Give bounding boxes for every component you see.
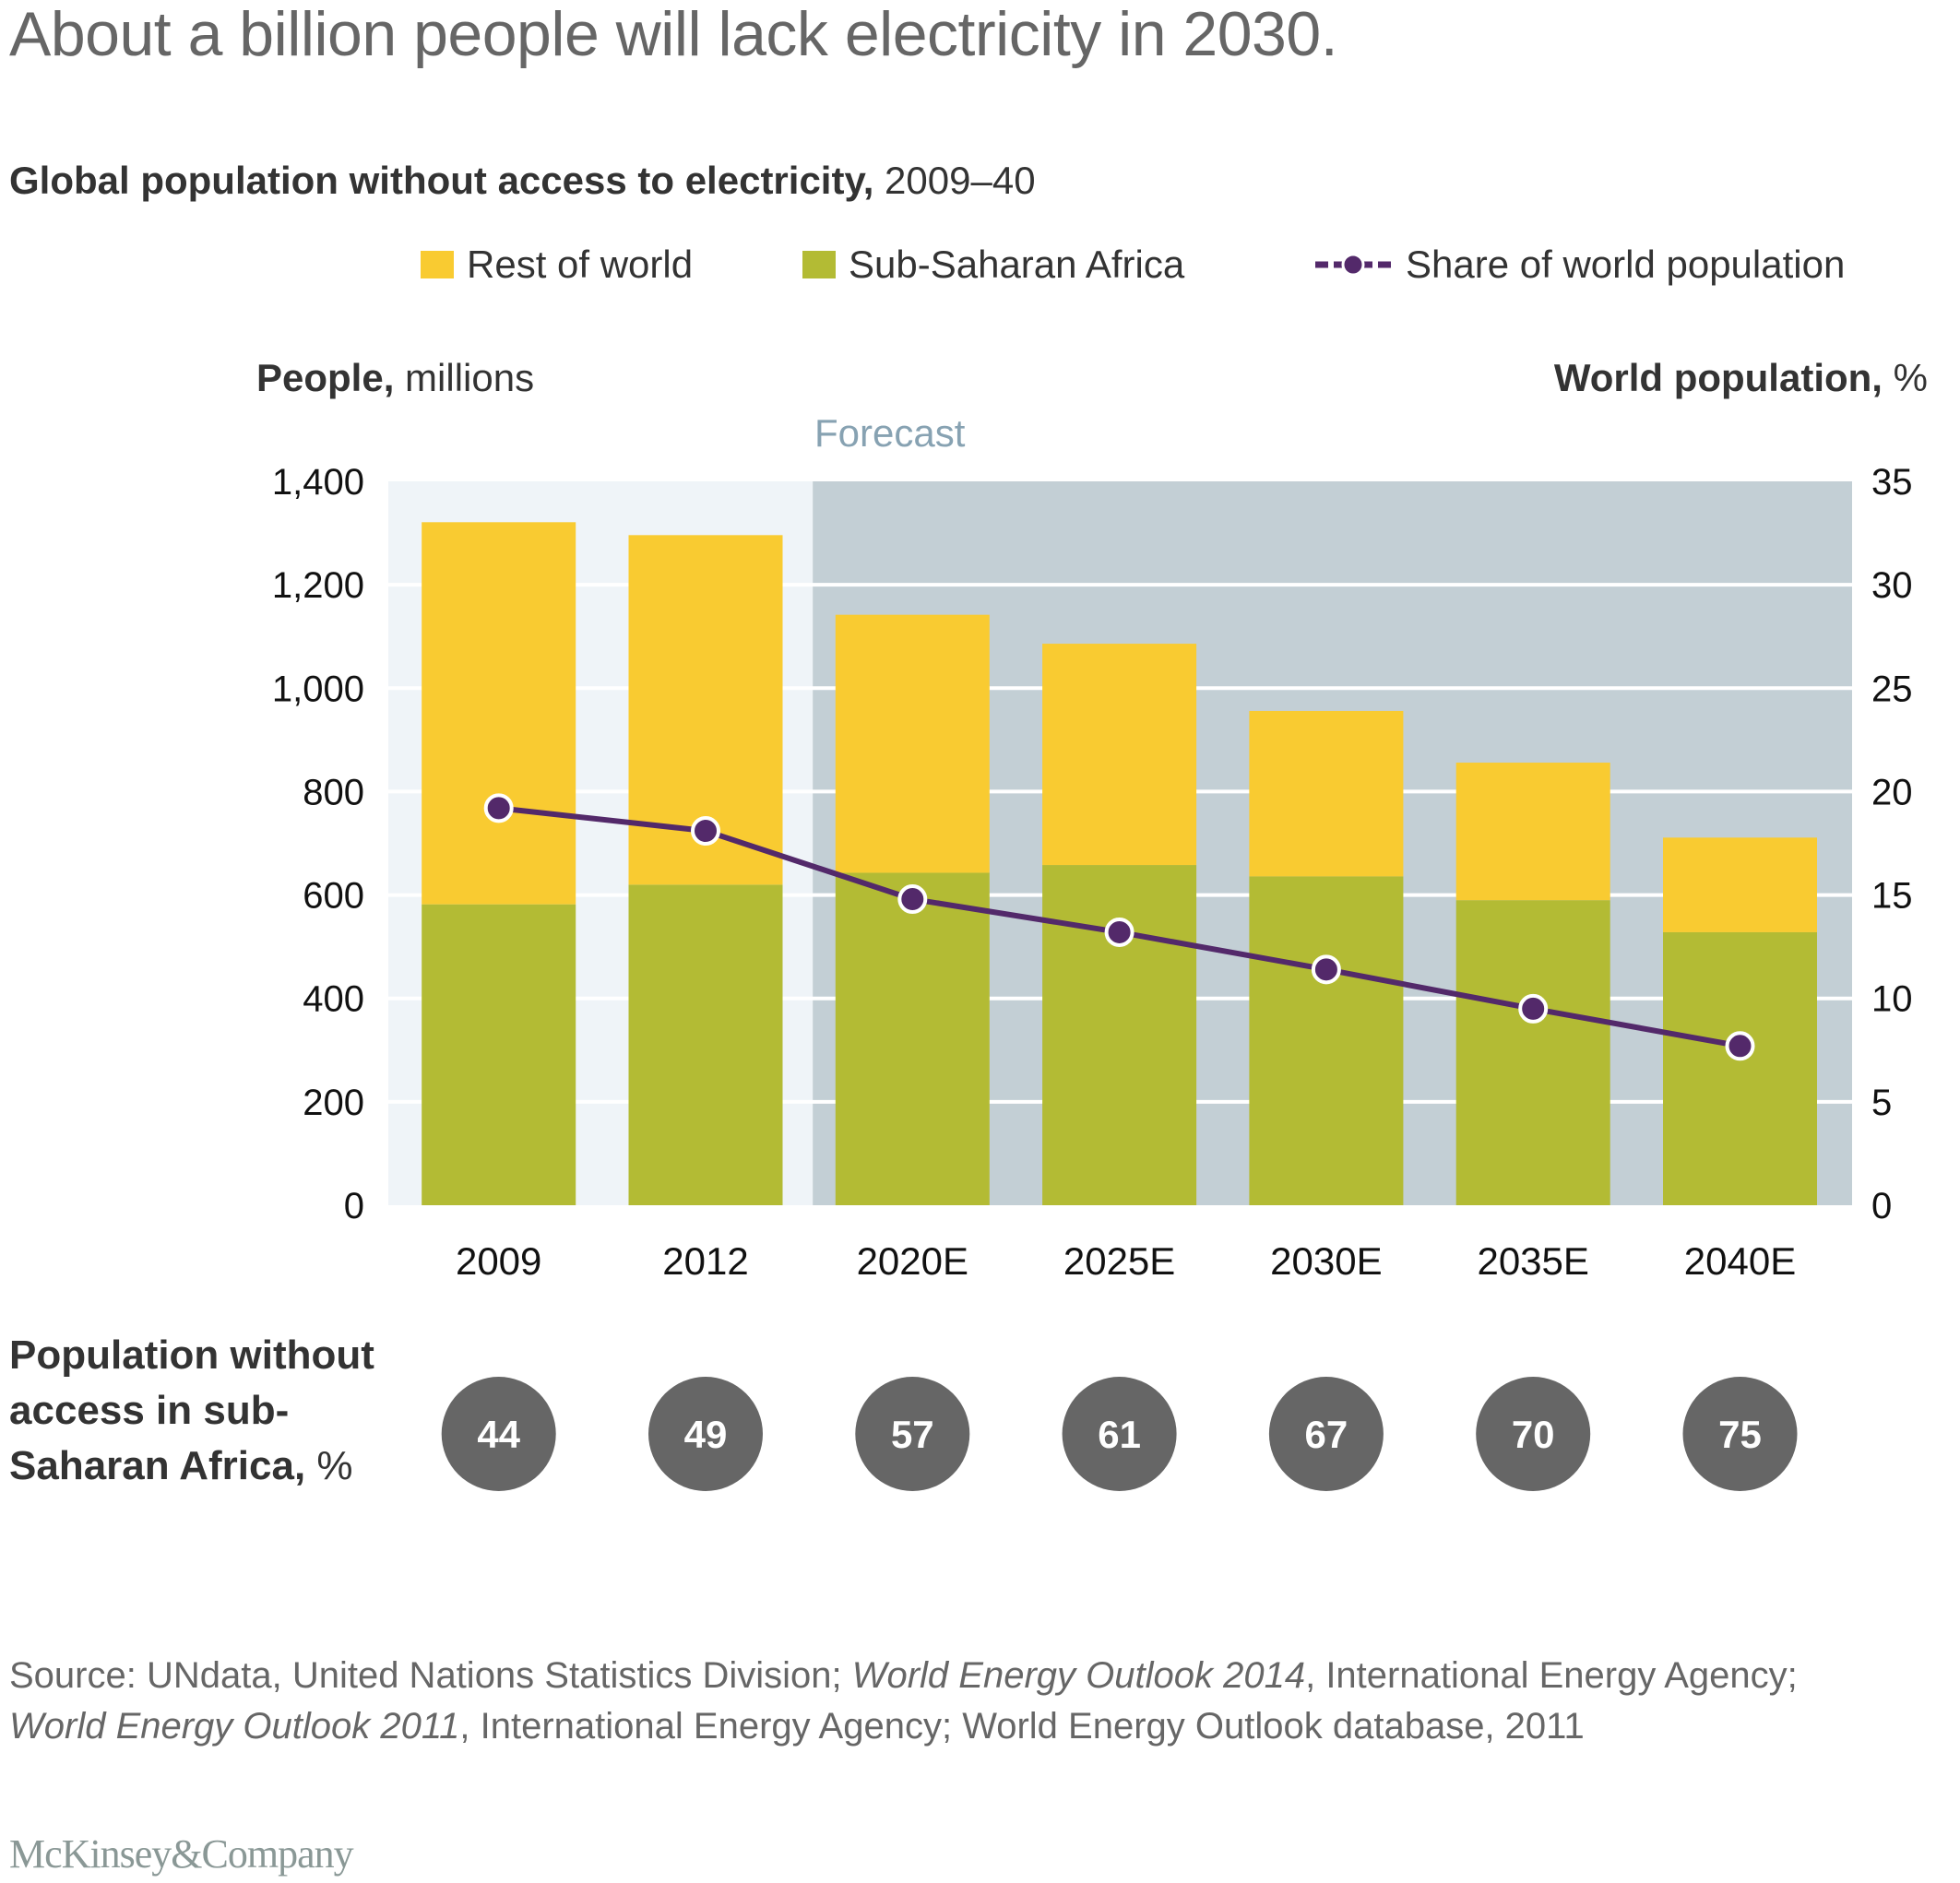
y-tick-label: 600 — [303, 876, 364, 917]
share-point — [1104, 917, 1134, 947]
bar-sub-saharan-africa — [1042, 865, 1197, 1205]
right-axis-title-unit: % — [1882, 356, 1928, 399]
badge-circle — [1476, 1377, 1591, 1491]
x-tick-label: 2030E — [1270, 1239, 1382, 1283]
badge-circle — [441, 1377, 556, 1491]
bar-rest-of-world — [1042, 644, 1197, 866]
right-axis-ticks: 0 5 10 15 20 25 30 35 — [1871, 462, 1913, 1226]
y2-tick-label: 25 — [1871, 669, 1913, 709]
source-part: Source: UNdata, United Nations Statistic… — [9, 1655, 852, 1696]
annotation-label: Population without access in sub-Saharan… — [9, 1332, 374, 1488]
x-tick-label: 2040E — [1684, 1239, 1796, 1283]
badge-value: 75 — [1718, 1413, 1762, 1456]
bar-sub-saharan-africa — [1663, 931, 1817, 1205]
share-point — [1311, 954, 1341, 985]
badge-value: 49 — [684, 1413, 728, 1456]
left-axis-title-bold: People, — [256, 356, 395, 399]
right-axis-title: World population, % — [1554, 356, 1928, 400]
badge-value: 44 — [477, 1413, 520, 1456]
y-tick-label: 1,200 — [272, 565, 364, 606]
chart-area: 0 200 400 600 800 1,000 1,200 1,400 0 5 10 15 20 25 3… — [272, 462, 1913, 1491]
africa-share-badges: 44 49 57 61 67 70 75 — [441, 1377, 1798, 1491]
source-part-italic: World Energy Outlook 2011 — [9, 1706, 460, 1747]
bar-sub-saharan-africa — [1455, 900, 1610, 1205]
bar-rest-of-world — [1663, 837, 1817, 932]
legend-item-share-of-world-population: Share of world population — [1315, 242, 1845, 288]
badge-circle — [1062, 1377, 1177, 1491]
y2-tick-label: 15 — [1871, 876, 1913, 917]
mckinsey-logo: McKinsey&Company — [9, 1831, 354, 1877]
legend-label: Sub-Saharan Africa — [849, 243, 1185, 286]
y-tick-label: 1,000 — [272, 669, 364, 709]
legend-swatch-sub-saharan-africa — [802, 251, 836, 278]
badge-circle — [1268, 1377, 1384, 1491]
y-tick-label: 400 — [303, 979, 364, 1020]
y2-tick-label: 5 — [1871, 1083, 1892, 1123]
bar-rest-of-world — [835, 614, 990, 873]
x-tick-label: 2035E — [1477, 1239, 1588, 1283]
bar-sub-saharan-africa — [835, 872, 990, 1205]
share-point — [483, 793, 514, 823]
badge-value: 57 — [891, 1413, 934, 1456]
badge-circle — [648, 1377, 763, 1491]
annotation-unit: % — [305, 1443, 353, 1488]
subtitle-bold: Global population without access to elec… — [9, 159, 874, 202]
y2-tick-label: 30 — [1871, 565, 1913, 606]
y2-tick-label: 35 — [1871, 462, 1913, 503]
x-tick-label: 2025E — [1063, 1239, 1175, 1283]
legend-label: Rest of world — [467, 243, 694, 286]
bar-sub-saharan-africa — [422, 904, 576, 1205]
source-part-italic: World Energy Outlook 2014 — [851, 1655, 1306, 1696]
source-note: Source: UNdata, United Nations Statistic… — [9, 1651, 1900, 1752]
bar-rest-of-world — [1455, 763, 1610, 901]
share-line — [483, 793, 1755, 1061]
x-tick-label: 2012 — [662, 1239, 748, 1283]
y-tick-label: 200 — [303, 1083, 364, 1123]
share-point — [1518, 993, 1549, 1024]
legend-label: Share of world population — [1406, 243, 1846, 286]
badge-value: 61 — [1098, 1413, 1141, 1456]
legend-swatch-rest-of-world — [421, 251, 454, 278]
share-point — [1725, 1031, 1755, 1061]
badge-circle — [1682, 1377, 1798, 1491]
source-part: , International Energy Agency; — [1305, 1655, 1798, 1696]
y2-tick-label: 10 — [1871, 979, 1913, 1020]
share-point — [691, 816, 720, 847]
chart-title: About a billion people will lack electri… — [9, 0, 1338, 69]
y-tick-label: 800 — [303, 772, 364, 812]
subtitle-range: 2009–40 — [873, 159, 1036, 202]
y-tick-label: 0 — [344, 1186, 364, 1226]
left-axis-title-unit: millions — [394, 356, 535, 399]
africa-share-annotation: Population without access in sub-Saharan… — [9, 1328, 378, 1494]
bar-sub-saharan-africa — [1249, 876, 1404, 1205]
x-axis-ticks: 2009 2012 2020E 2025E 2030E 2035E 2040E — [456, 1239, 1796, 1283]
bars — [422, 522, 1817, 1205]
bar-rest-of-world — [422, 522, 576, 905]
bar-rest-of-world — [1249, 710, 1404, 877]
left-axis-ticks: 0 200 400 600 800 1,000 1,200 1,400 — [272, 462, 364, 1226]
y2-tick-label: 20 — [1871, 772, 1913, 812]
y2-tick-label: 0 — [1871, 1186, 1892, 1226]
source-part: , International Energy Agency; World Ene… — [459, 1706, 1585, 1747]
badge-value: 67 — [1305, 1413, 1348, 1456]
chart-subtitle: Global population without access to elec… — [9, 159, 1036, 203]
y-tick-label: 1,400 — [272, 462, 364, 503]
right-axis-title-bold: World population, — [1553, 356, 1883, 399]
bar-sub-saharan-africa — [628, 884, 783, 1205]
x-tick-label: 2009 — [456, 1239, 541, 1283]
badge-value: 70 — [1512, 1413, 1555, 1456]
legend-item-rest-of-world: Rest of world — [421, 242, 693, 288]
badge-circle — [855, 1377, 970, 1491]
line-marker-icon — [1315, 253, 1391, 277]
forecast-label: Forecast — [814, 411, 966, 455]
x-tick-label: 2020E — [857, 1239, 968, 1283]
left-axis-title: People, millions — [256, 356, 534, 400]
share-point — [897, 884, 928, 915]
legend-item-sub-saharan-africa: Sub-Saharan Africa — [802, 242, 1184, 288]
